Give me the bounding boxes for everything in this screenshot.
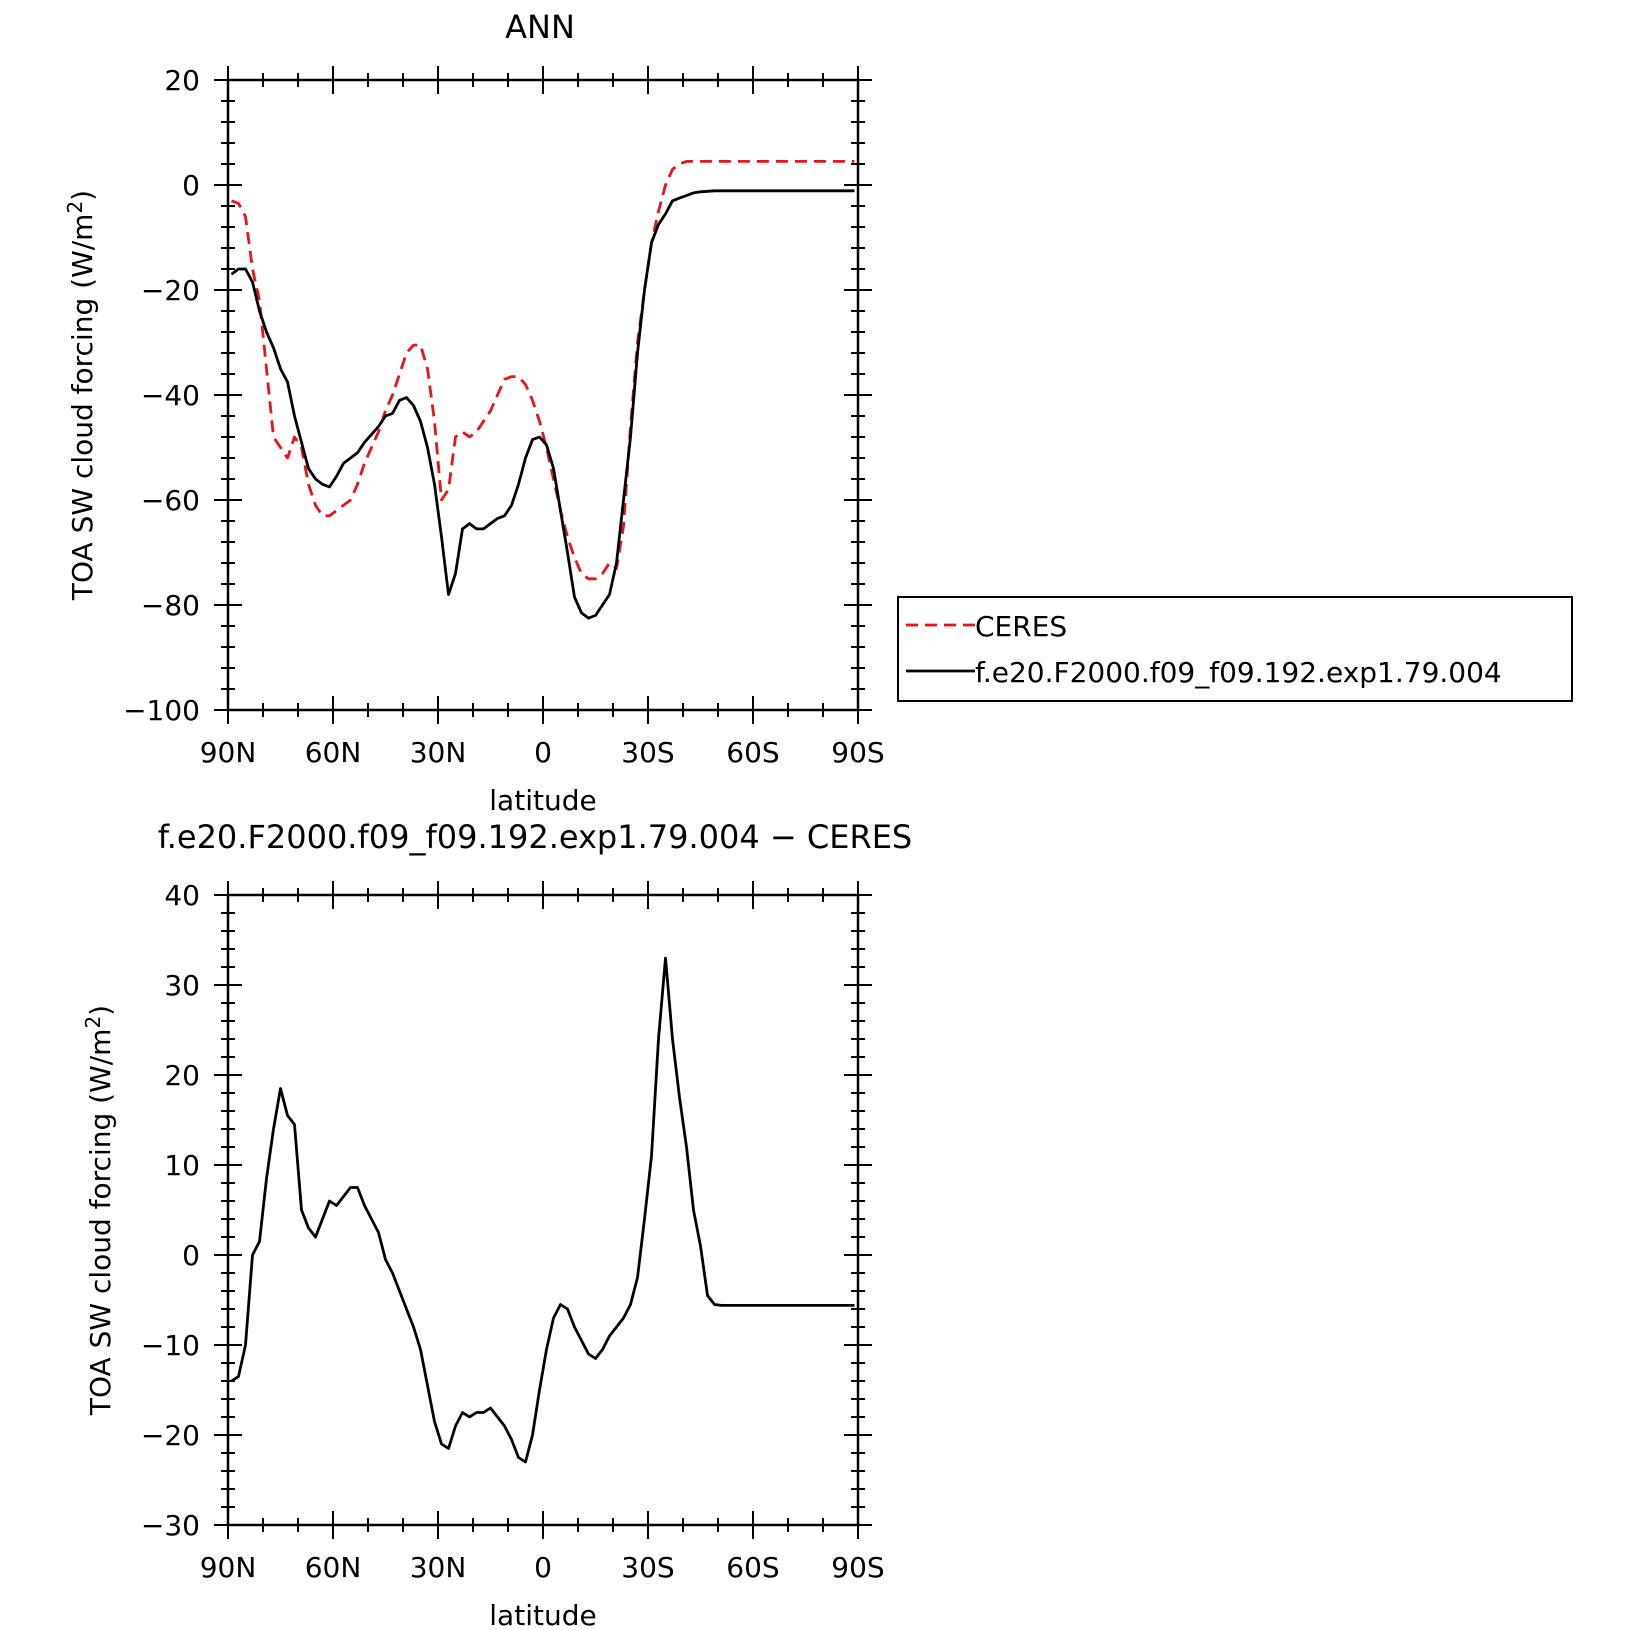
top-ticks	[214, 66, 872, 724]
y-tick-label: 0	[182, 1239, 200, 1272]
y-tick-label: 0	[182, 169, 200, 202]
legend-label-ceres: CERES	[975, 610, 1067, 643]
x-tick-label: 0	[534, 1551, 552, 1584]
top-y-tick-labels: 20 0 −20 −40 −60 −80 −100	[123, 64, 200, 727]
y-tick-label: −40	[141, 379, 200, 412]
bottom-x-axis-title: latitude	[489, 1599, 596, 1630]
y-tick-label: −30	[141, 1509, 200, 1542]
top-series-layer	[230, 159, 855, 620]
bottom-ticks	[214, 881, 872, 1539]
x-tick-label: 60S	[726, 736, 779, 769]
bottom-y-axis-title-main: TOA SW cloud forcing (W/m	[84, 1029, 117, 1417]
top-x-tick-labels: 90N 60N 30N 0 30S 60S 90S	[200, 736, 885, 769]
x-tick-label: 90S	[831, 736, 884, 769]
top-series-line-ceres	[231, 159, 855, 581]
y-tick-label: 30	[164, 969, 200, 1002]
legend: CERES f.e20.F2000.f09_f09.192.exp1.79.00…	[897, 596, 1573, 702]
top-y-axis-title-close: )	[66, 190, 99, 201]
x-tick-label: 60N	[305, 1551, 362, 1584]
top-y-axis-title-main: TOA SW cloud forcing (W/m	[66, 214, 99, 602]
top-y-axis-title-sup: 2	[63, 201, 87, 214]
y-tick-label: −100	[123, 694, 200, 727]
bottom-plot-frame	[226, 893, 860, 1527]
y-tick-label: −60	[141, 484, 200, 517]
bottom-panel: f.e20.F2000.f09_f09.192.exp1.79.004 − CE…	[81, 818, 912, 1630]
x-tick-label: 90S	[831, 1551, 884, 1584]
y-tick-label: −20	[141, 1419, 200, 1452]
y-tick-label: −20	[141, 274, 200, 307]
legend-box	[897, 596, 1573, 702]
x-tick-label: 30N	[410, 1551, 467, 1584]
x-tick-label: 90N	[200, 736, 257, 769]
bottom-x-tick-labels: 90N 60N 30N 0 30S 60S 90S	[200, 1551, 885, 1584]
bottom-y-tick-labels: 40 30 20 10 0 −10 −20 −30	[141, 879, 200, 1542]
top-series-line-model	[230, 189, 855, 620]
y-tick-label: −10	[141, 1329, 200, 1362]
x-tick-label: 60S	[726, 1551, 779, 1584]
top-x-axis-title: latitude	[489, 784, 596, 817]
bottom-series-line-model	[230, 956, 855, 1464]
top-plot-frame	[226, 78, 860, 712]
top-y-axis-title: TOA SW cloud forcing (W/m2)	[63, 190, 99, 601]
x-tick-label: 60N	[305, 736, 362, 769]
legend-label-model: f.e20.F2000.f09_f09.192.exp1.79.004	[975, 656, 1502, 689]
bottom-y-axis-title-sup: 2	[81, 1016, 105, 1029]
y-tick-label: 20	[164, 64, 200, 97]
x-tick-label: 90N	[200, 1551, 257, 1584]
y-tick-label: 40	[164, 879, 200, 912]
bottom-series-layer	[230, 956, 855, 1464]
x-tick-label: 0	[534, 736, 552, 769]
x-tick-label: 30N	[410, 736, 467, 769]
top-panel: ANN 20 0 −20 −40 −60 −80 −100 90N 60N 30N 0 30S 60S…	[63, 8, 1573, 817]
bottom-chart-title: f.e20.F2000.f09_f09.192.exp1.79.004 − CE…	[158, 818, 912, 856]
x-tick-label: 30S	[621, 736, 674, 769]
y-tick-label: 20	[164, 1059, 200, 1092]
y-tick-label: 10	[164, 1149, 200, 1182]
x-tick-label: 30S	[621, 1551, 674, 1584]
bottom-y-axis-title-close: )	[84, 1005, 117, 1016]
bottom-y-axis-title: TOA SW cloud forcing (W/m2)	[81, 1005, 117, 1416]
top-chart-title: ANN	[505, 8, 575, 46]
y-tick-label: −80	[141, 589, 200, 622]
